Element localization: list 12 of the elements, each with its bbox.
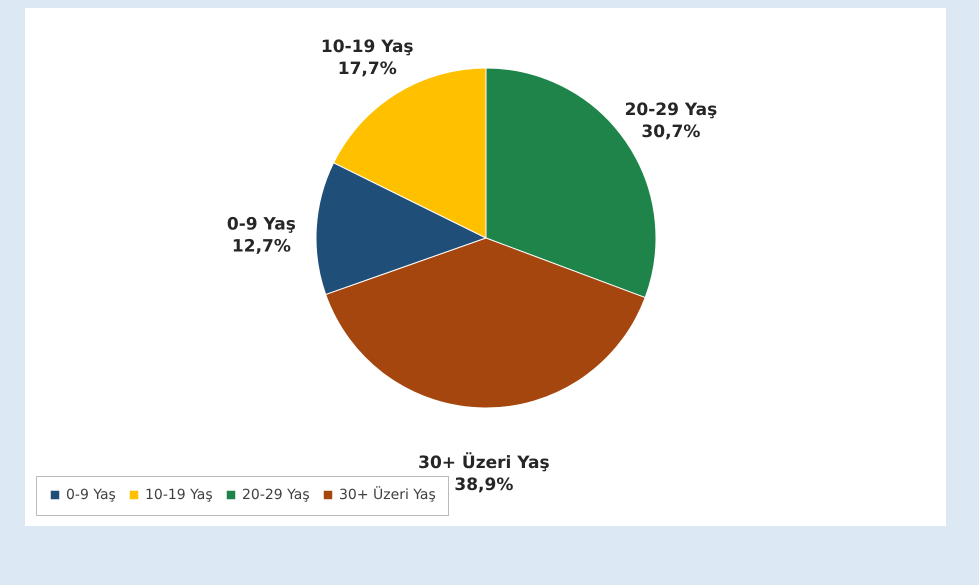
slice-label: 20-29 Yaş	[624, 100, 718, 120]
data-label: 17,7%	[338, 58, 397, 79]
data-label: 12,7%	[232, 236, 291, 257]
legend-label: 10-19 Yaş	[145, 487, 213, 503]
slice-label: 0-9 Yaş	[226, 214, 296, 235]
slice-label: 10-19 Yaş	[320, 36, 414, 57]
legend-label: 30+ Üzeri Yaş	[339, 486, 436, 503]
legend-label: 0-9 Yaş	[66, 487, 116, 503]
data-label: 38,9%	[454, 474, 514, 495]
legend-label: 20-29 Yaş	[242, 487, 310, 503]
slice-label: 30+ Üzeri Yaş	[418, 452, 550, 473]
data-label: 30,7%	[641, 122, 700, 142]
